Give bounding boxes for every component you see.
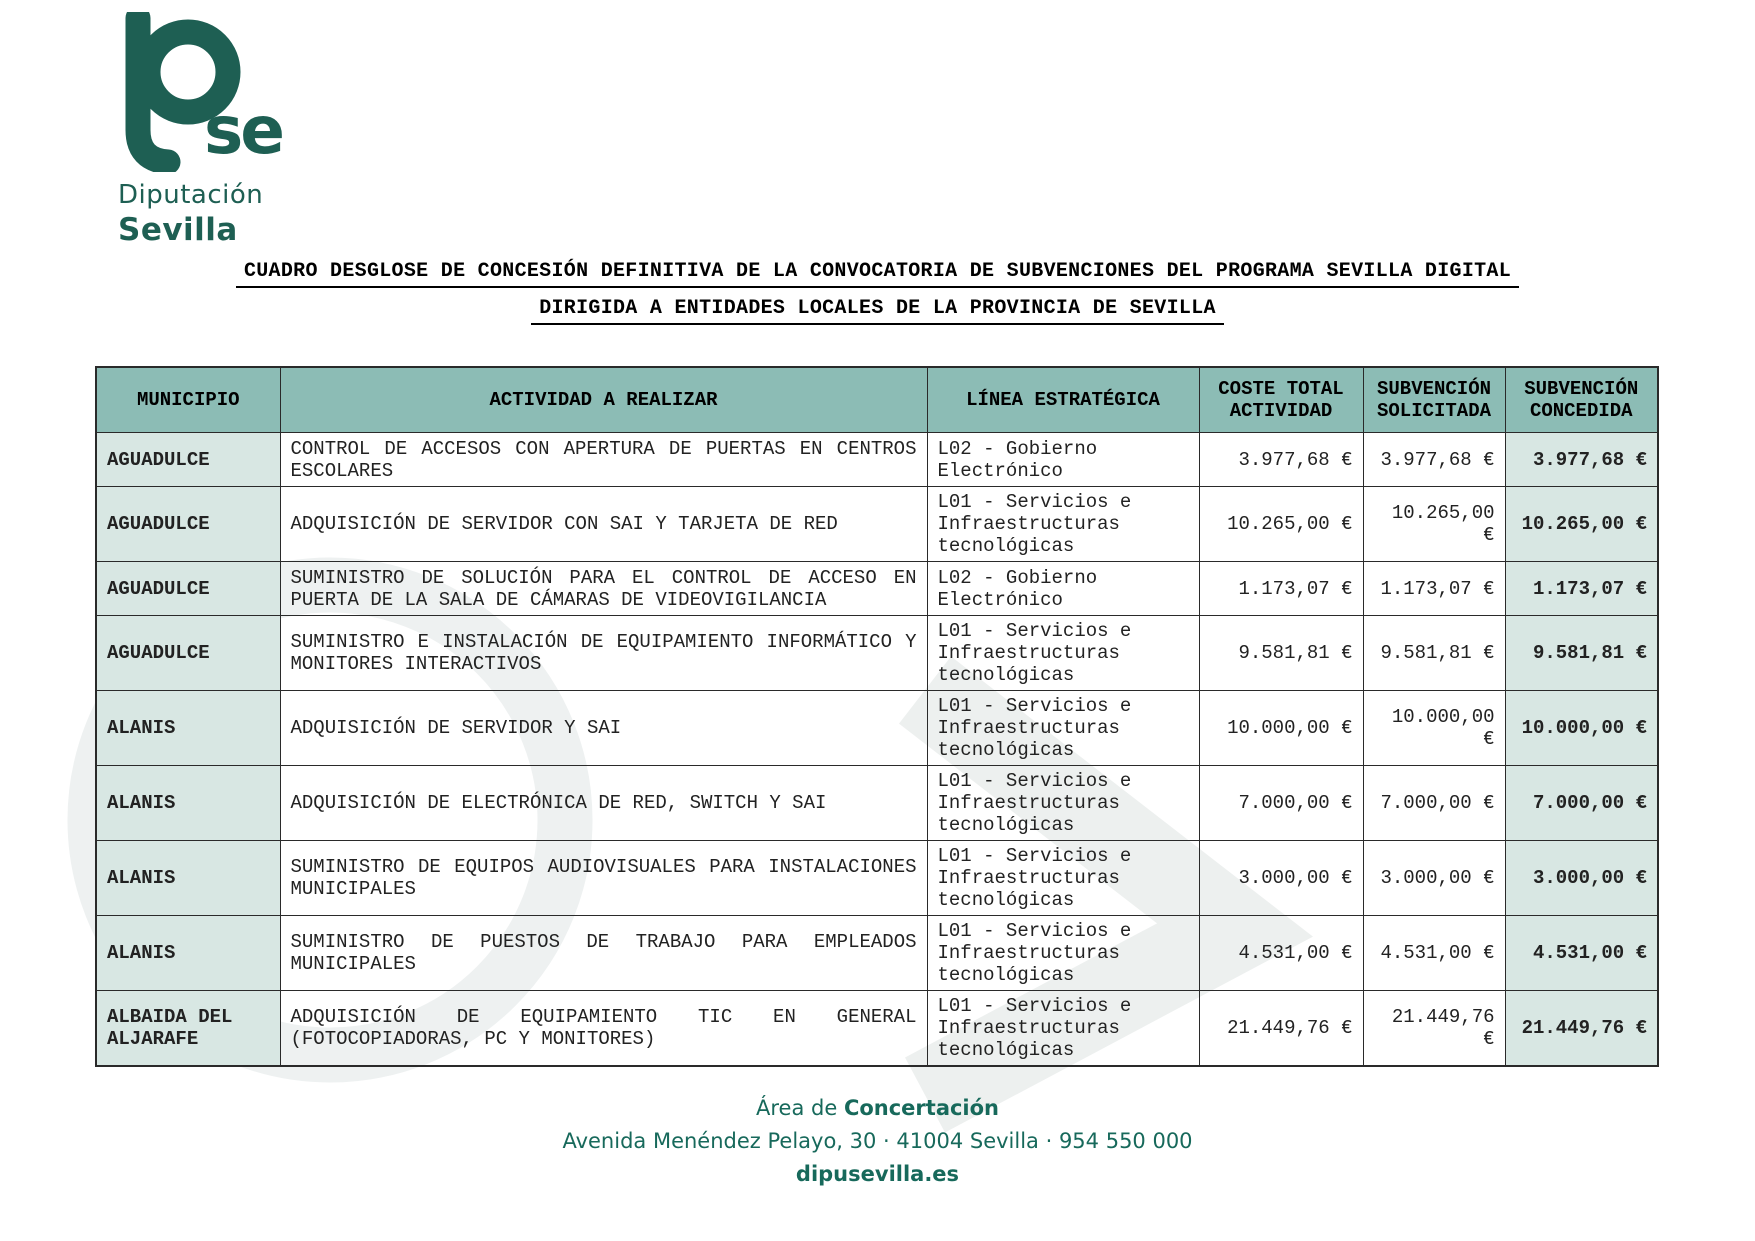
cell-solicitada: 21.449,76 € — [1362, 990, 1506, 1067]
cell-linea: L02 - Gobierno Electrónico — [926, 432, 1200, 487]
cell-concedida: 3.977,68 € — [1504, 432, 1659, 487]
logo-text-sevilla: Sevilla — [118, 212, 238, 248]
cell-municipio: AGUADULCE — [95, 486, 281, 562]
cell-concedida: 7.000,00 € — [1504, 765, 1659, 841]
page-title-line-1: CUADRO DESGLOSE DE CONCESIÓN DEFINITIVA … — [0, 260, 1755, 288]
cell-linea: L01 - Servicios e Infraestructuras tecno… — [926, 990, 1200, 1067]
cell-solicitada: 3.000,00 € — [1362, 840, 1506, 916]
cell-linea: L01 - Servicios e Infraestructuras tecno… — [926, 690, 1200, 766]
cell-actividad: ADQUISICIÓN DE ELECTRÓNICA DE RED, SWITC… — [279, 765, 928, 841]
dse-logo-mark: se — [125, 5, 285, 175]
cell-coste: 9.581,81 € — [1198, 615, 1364, 691]
subvenciones-table: MUNICIPIO ACTIVIDAD A REALIZAR LÍNEA ESTRA… — [95, 366, 1659, 1067]
cell-solicitada: 3.977,68 € — [1362, 432, 1506, 487]
cell-concedida: 4.531,00 € — [1504, 915, 1659, 991]
cell-linea: L01 - Servicios e Infraestructuras tecno… — [926, 615, 1200, 691]
footer-area-prefix: Área de — [755, 1096, 838, 1120]
cell-concedida: 21.449,76 € — [1504, 990, 1659, 1067]
table-row: AGUADULCE CONTROL DE ACCESOS CON APERTURA… — [95, 432, 1659, 487]
table-header-row: MUNICIPIO ACTIVIDAD A REALIZAR LÍNEA ESTRA… — [95, 366, 1659, 433]
cell-actividad: SUMINISTRO DE EQUIPOS AUDIOVISUALES PARA… — [279, 840, 928, 916]
cell-linea: L02 - Gobierno Electrónico — [926, 561, 1200, 616]
cell-actividad: CONTROL DE ACCESOS CON APERTURA DE PUERT… — [279, 432, 928, 487]
cell-coste: 21.449,76 € — [1198, 990, 1364, 1067]
column-header: ACTIVIDAD A REALIZAR — [279, 366, 928, 433]
cell-municipio: ALBAIDA DEL ALJARAFE — [95, 990, 281, 1067]
column-header: MUNICIPIO — [95, 366, 281, 433]
footer-website: dipusevilla.es — [795, 1162, 960, 1186]
column-header: COSTE TOTAL ACTIVIDAD — [1198, 366, 1364, 433]
title-line-2-text: DIRIGIDA A ENTIDADES LOCALES DE LA PROVI… — [531, 297, 1224, 325]
table-row: ALBAIDA DEL ALJARAFE ADQUISICIÓN DE EQUIP… — [95, 990, 1659, 1067]
cell-actividad: ADQUISICIÓN DE EQUIPAMIENTO TIC EN GENER… — [279, 990, 928, 1067]
cell-solicitada: 10.000,00 € — [1362, 690, 1506, 766]
cell-solicitada: 4.531,00 € — [1362, 915, 1506, 991]
cell-concedida: 3.000,00 € — [1504, 840, 1659, 916]
cell-municipio: AGUADULCE — [95, 432, 281, 487]
column-header: LÍNEA ESTRATÉGICA — [926, 366, 1200, 433]
cell-solicitada: 10.265,00 € — [1362, 486, 1506, 562]
document-title: CUADRO DESGLOSE DE CONCESIÓN DEFINITIVA … — [0, 260, 1755, 334]
logo-text-diputacion: Diputación — [118, 180, 264, 210]
cell-solicitada: 9.581,81 € — [1362, 615, 1506, 691]
table-row: AGUADULCE SUMINISTRO E INSTALACIÓN DE EQU… — [95, 615, 1659, 691]
cell-municipio: AGUADULCE — [95, 561, 281, 616]
table-row: ALANIS ADQUISICIÓN DE ELECTRÓNICA DE RED,… — [95, 765, 1659, 841]
footer-area-label: Área de Concertación — [0, 1096, 1755, 1120]
cell-actividad: SUMINISTRO DE SOLUCIÓN PARA EL CONTROL D… — [279, 561, 928, 616]
cell-concedida: 10.000,00 € — [1504, 690, 1659, 766]
footer-area-name: Concertación — [843, 1096, 1000, 1120]
cell-solicitada: 7.000,00 € — [1362, 765, 1506, 841]
table-row: ALANIS ADQUISICIÓN DE SERVIDOR Y SAI L01 -… — [95, 690, 1659, 766]
cell-actividad: ADQUISICIÓN DE SERVIDOR CON SAI Y TARJET… — [279, 486, 928, 562]
cell-coste: 10.000,00 € — [1198, 690, 1364, 766]
column-header: SUBVENCIÓN SOLICITADA — [1362, 366, 1506, 433]
cell-solicitada: 1.173,07 € — [1362, 561, 1506, 616]
cell-municipio: ALANIS — [95, 690, 281, 766]
title-line-1-text: CUADRO DESGLOSE DE CONCESIÓN DEFINITIVA … — [235, 260, 1520, 288]
table-row: ALANIS SUMINISTRO DE EQUIPOS AUDIOVISUALE… — [95, 840, 1659, 916]
cell-actividad: ADQUISICIÓN DE SERVIDOR Y SAI — [279, 690, 928, 766]
cell-coste: 4.531,00 € — [1198, 915, 1364, 991]
cell-linea: L01 - Servicios e Infraestructuras tecno… — [926, 915, 1200, 991]
cell-concedida: 9.581,81 € — [1504, 615, 1659, 691]
cell-coste: 7.000,00 € — [1198, 765, 1364, 841]
cell-coste: 10.265,00 € — [1198, 486, 1364, 562]
cell-municipio: AGUADULCE — [95, 615, 281, 691]
column-header: SUBVENCIÓN CONCEDIDA — [1504, 366, 1659, 433]
cell-municipio: ALANIS — [95, 840, 281, 916]
page-footer: Área de Concertación Avenida Menéndez Pe… — [0, 1096, 1755, 1195]
cell-municipio: ALANIS — [95, 765, 281, 841]
cell-concedida: 10.265,00 € — [1504, 486, 1659, 562]
cell-linea: L01 - Servicios e Infraestructuras tecno… — [926, 840, 1200, 916]
cell-coste: 1.173,07 € — [1198, 561, 1364, 616]
cell-actividad: SUMINISTRO E INSTALACIÓN DE EQUIPAMIENTO… — [279, 615, 928, 691]
cell-actividad: SUMINISTRO DE PUESTOS DE TRABAJO PARA EM… — [279, 915, 928, 991]
cell-linea: L01 - Servicios e Infraestructuras tecno… — [926, 765, 1200, 841]
cell-municipio: ALANIS — [95, 915, 281, 991]
table-row: AGUADULCE SUMINISTRO DE SOLUCIÓN PARA EL … — [95, 561, 1659, 616]
svg-text:se: se — [204, 92, 282, 169]
cell-linea: L01 - Servicios e Infraestructuras tecno… — [926, 486, 1200, 562]
table-row: ALANIS SUMINISTRO DE PUESTOS DE TRABAJO P… — [95, 915, 1659, 991]
table-row: AGUADULCE ADQUISICIÓN DE SERVIDOR CON SAI… — [95, 486, 1659, 562]
footer-address: Avenida Menéndez Pelayo, 30 · 41004 Sevi… — [562, 1129, 1193, 1153]
page-title-line-2: DIRIGIDA A ENTIDADES LOCALES DE LA PROVI… — [0, 297, 1755, 325]
cell-coste: 3.000,00 € — [1198, 840, 1364, 916]
cell-concedida: 1.173,07 € — [1504, 561, 1659, 616]
diputacion-sevilla-logo: se Diputación Sevilla — [118, 5, 285, 248]
cell-coste: 3.977,68 € — [1198, 432, 1364, 487]
